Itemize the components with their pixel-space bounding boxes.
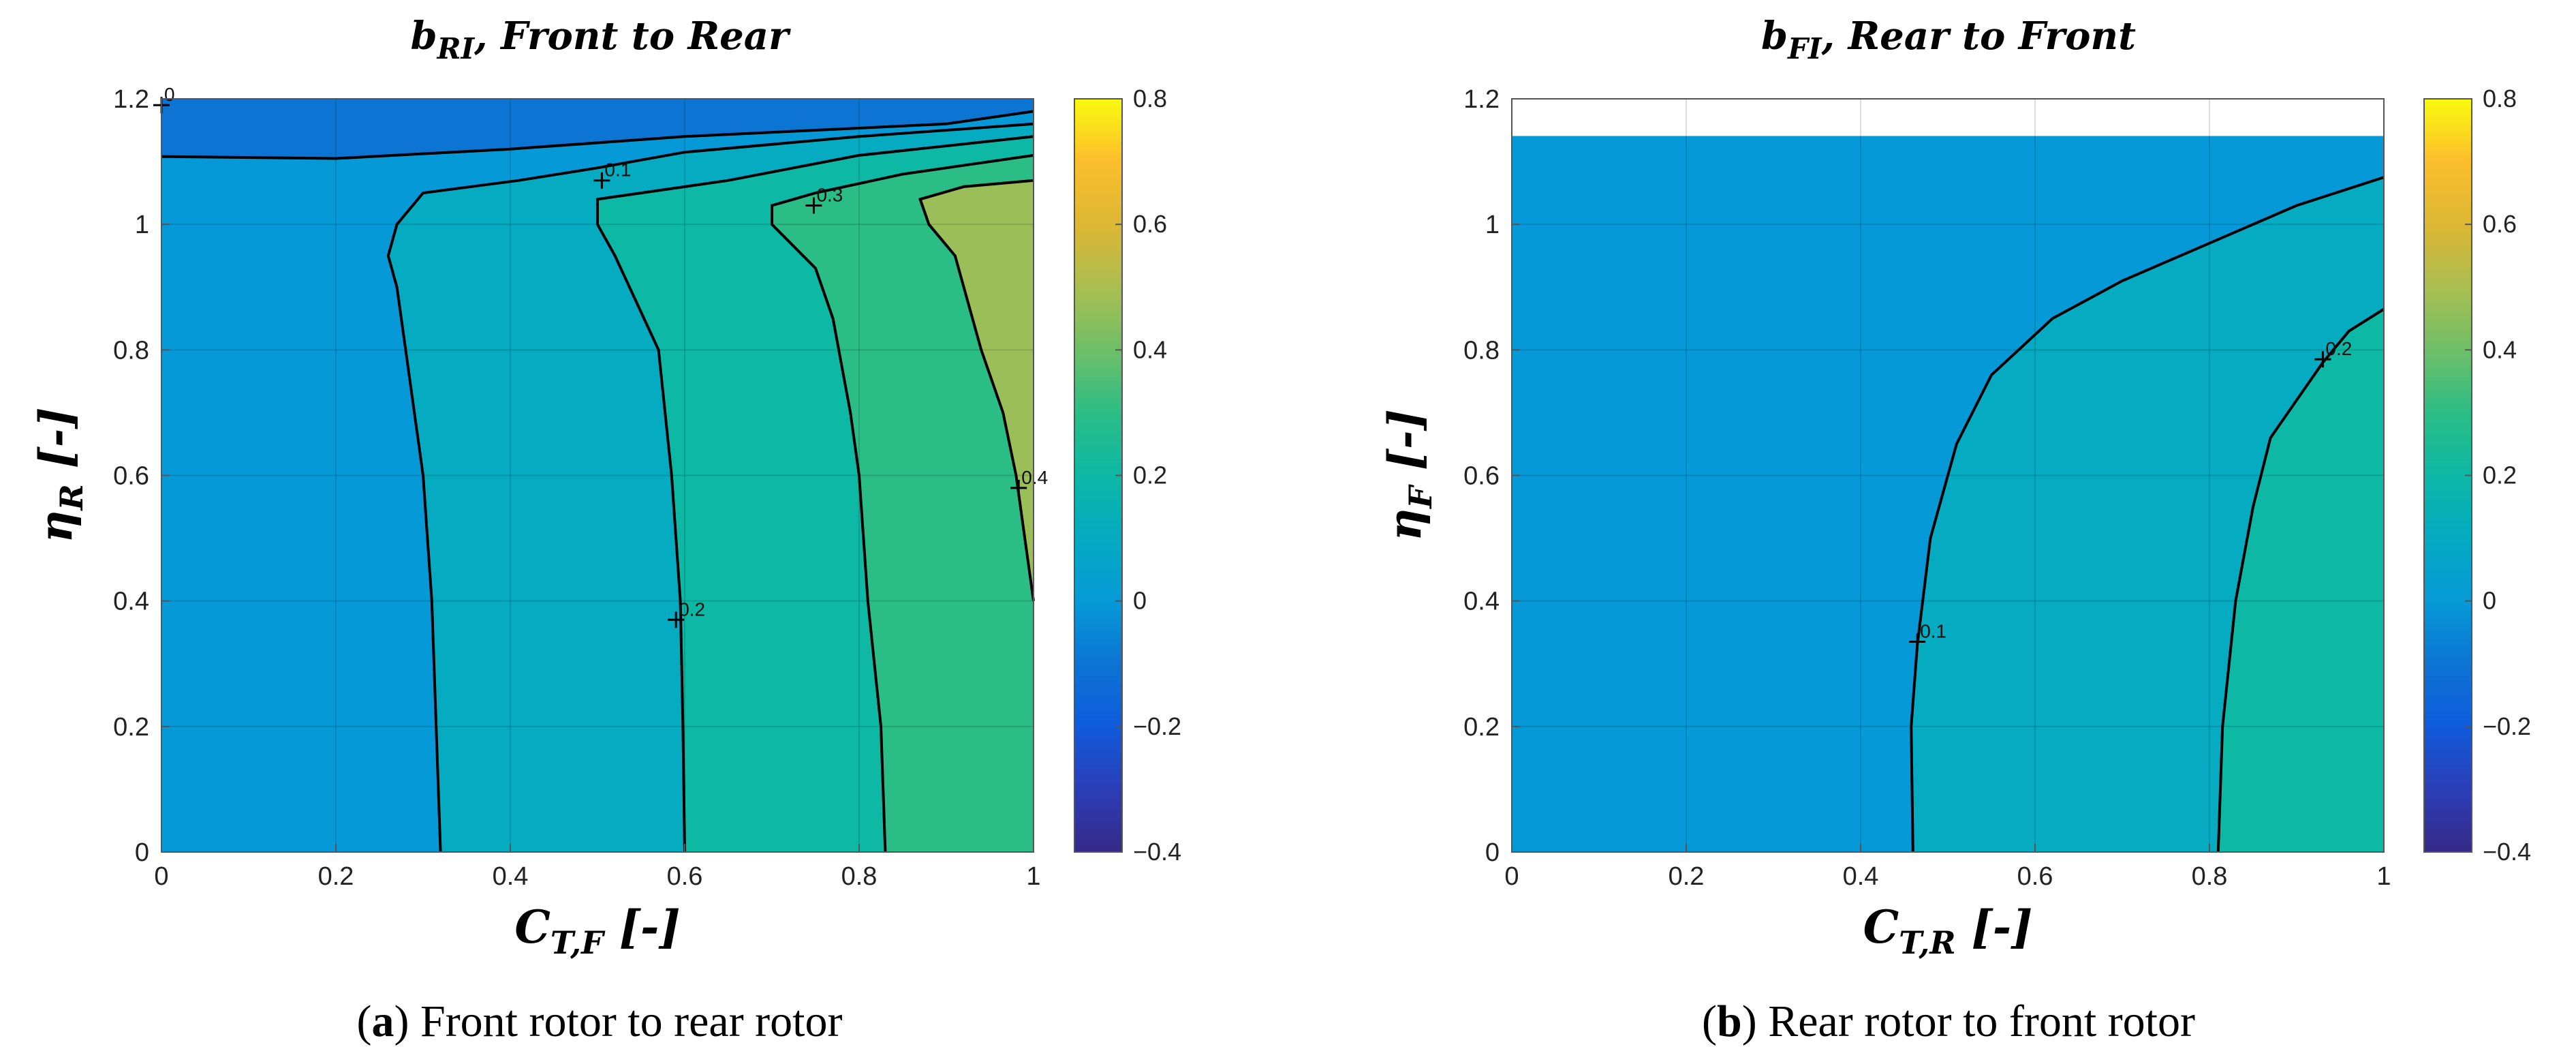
- caption-a: (a) Front rotor to rear rotor: [357, 997, 843, 1046]
- colorbar-tick-label: −0.2: [2483, 712, 2531, 740]
- contour-label: 0.2: [2325, 338, 2352, 359]
- y-tick-label: 0.2: [113, 713, 149, 742]
- panel-b-colorbar-ticks: −0.4 −0.2 0 0.2 0.4 0.6 0.8: [2465, 85, 2531, 866]
- x-tick-label: 0.6: [667, 862, 703, 891]
- panel-a-grid: [161, 99, 1034, 852]
- panel-b-contour-labels: 0.1 0.2: [1909, 338, 2352, 650]
- panel-a-x-label: CT,F [-]: [514, 900, 680, 961]
- panel-b-x-ticks: 0 0.2 0.4 0.6 0.8 1: [1504, 844, 2391, 891]
- contour-label: 0.2: [679, 598, 705, 620]
- y-tick-label: 0.8: [1463, 336, 1500, 365]
- x-tick-label: 1: [1026, 862, 1040, 891]
- contour-label-marker: [2314, 351, 2331, 368]
- y-tick-label: 0: [135, 838, 149, 867]
- panel-a-colorbar-bar: [1074, 98, 1123, 853]
- y-tick-label: 0.2: [1463, 713, 1500, 742]
- colorbar-tick-label: 0.8: [2483, 85, 2517, 112]
- colorbar-tick-label: 0.4: [1133, 335, 1167, 363]
- contour-label: 0.1: [604, 159, 631, 181]
- contour-label: 0.4: [1021, 467, 1048, 488]
- panel-a-y-label: ηR [-]: [29, 407, 90, 543]
- panel-b-contour-lines: [1910, 176, 2385, 853]
- x-tick-label: 1: [2376, 862, 2391, 891]
- panel-a-colorbar: −0.4 −0.2 0 0.2 0.4 0.6 0.8: [1074, 85, 1181, 866]
- colorbar-tick-label: 0: [1133, 587, 1147, 615]
- panel-b-filled-contours: [1511, 136, 2385, 853]
- contour-label-marker: [1909, 633, 1926, 650]
- colorbar-tick-label: 0.2: [1133, 461, 1167, 489]
- y-tick-label: 0.6: [1463, 462, 1500, 491]
- x-tick-label: 0.8: [841, 862, 878, 891]
- contour-label-marker: [668, 611, 685, 628]
- panel-a-contour-lines: [161, 110, 1035, 853]
- x-tick-label: 0.8: [2192, 862, 2228, 891]
- contour-label: 0.1: [1920, 621, 1946, 642]
- contour-label-marker: [593, 172, 610, 189]
- y-tick-label: 1.2: [113, 85, 149, 114]
- panel-a: bRI, Front to Rear 0 0.1 0.2 0.3 0.4 0 0.2 0.4…: [29, 14, 1181, 961]
- y-tick-label: 0: [1485, 838, 1500, 867]
- panel-a-y-ticks: 0 0.2 0.4 0.6 0.8 1 1.2: [113, 85, 170, 867]
- x-tick-label: 0.4: [493, 862, 529, 891]
- x-tick-label: 0: [1504, 862, 1519, 891]
- x-tick-label: 0.4: [1843, 862, 1879, 891]
- contour-line-0_1: [386, 122, 1034, 853]
- contour-label: 0.3: [816, 185, 843, 206]
- colorbar-tick-label: −0.4: [2483, 838, 2531, 866]
- y-tick-label: 0.4: [113, 588, 149, 616]
- y-tick-label: 0.4: [1463, 588, 1500, 616]
- y-tick-label: 1.2: [1463, 85, 1500, 114]
- x-tick-label: 0.2: [1669, 862, 1705, 891]
- y-tick-label: 0.8: [113, 336, 149, 365]
- contour-line-0_2: [2216, 307, 2385, 853]
- colorbar-tick-label: 0.2: [2483, 461, 2517, 489]
- colorbar-tick-label: 0.4: [2483, 335, 2517, 363]
- colorbar-tick-label: −0.2: [1133, 712, 1181, 740]
- panel-a-colorbar-ticks: −0.4 −0.2 0 0.2 0.4 0.6 0.8: [1115, 85, 1181, 866]
- panel-b: bFI, Rear to Front 0.1 0.2 0 0.2 0.4 0.6 0.8 1…: [1378, 14, 2531, 961]
- contour-label: 0: [164, 84, 175, 105]
- panel-a-plot-area: 0 0.1 0.2 0.3 0.4: [153, 84, 1048, 853]
- contour-line-0_4: [918, 179, 1035, 601]
- y-tick-label: 0.6: [113, 462, 149, 491]
- panel-b-y-label: ηF [-]: [1378, 409, 1439, 541]
- panel-a-x-ticks: 0 0.2 0.4 0.6 0.8 1: [154, 844, 1041, 891]
- y-tick-label: 1: [135, 211, 149, 239]
- y-tick-label: 1: [1485, 211, 1500, 239]
- panel-a-contour-labels: 0 0.1 0.2 0.3 0.4: [153, 84, 1048, 628]
- panel-a-filled-contours: [161, 98, 1034, 853]
- panel-b-y-ticks: 0 0.2 0.4 0.6 0.8 1 1.2: [1463, 85, 1520, 867]
- colorbar-tick-label: 0.6: [2483, 210, 2517, 238]
- x-tick-label: 0: [154, 862, 168, 891]
- panel-b-colorbar-bar: [2423, 98, 2472, 853]
- panel-b-colorbar: −0.4 −0.2 0 0.2 0.4 0.6 0.8: [2423, 85, 2531, 866]
- x-tick-label: 0.6: [2017, 862, 2053, 891]
- caption-b: (b) Rear rotor to front rotor: [1702, 997, 2195, 1046]
- panel-b-x-label: CT,R [-]: [1863, 900, 2033, 961]
- panel-a-title: bRI, Front to Rear: [410, 14, 791, 65]
- contour-line-0_1: [1910, 176, 2385, 853]
- colorbar-tick-label: 0: [2483, 587, 2496, 615]
- contour-line-0_3: [771, 153, 1034, 853]
- contour-line-0: [161, 110, 1034, 160]
- x-tick-label: 0.2: [318, 862, 354, 891]
- colorbar-tick-label: 0.8: [1133, 85, 1167, 112]
- contour-line-0_2: [596, 135, 1034, 853]
- panel-b-plot-area: 0.1 0.2: [1511, 98, 2385, 853]
- colorbar-tick-label: −0.4: [1133, 838, 1181, 866]
- contour-label-marker: [805, 197, 822, 214]
- panel-b-grid: [1512, 99, 2384, 852]
- contour-label-marker: [1010, 479, 1027, 496]
- colorbar-tick-label: 0.6: [1133, 210, 1167, 238]
- panel-b-title: bFI, Rear to Front: [1761, 14, 2136, 65]
